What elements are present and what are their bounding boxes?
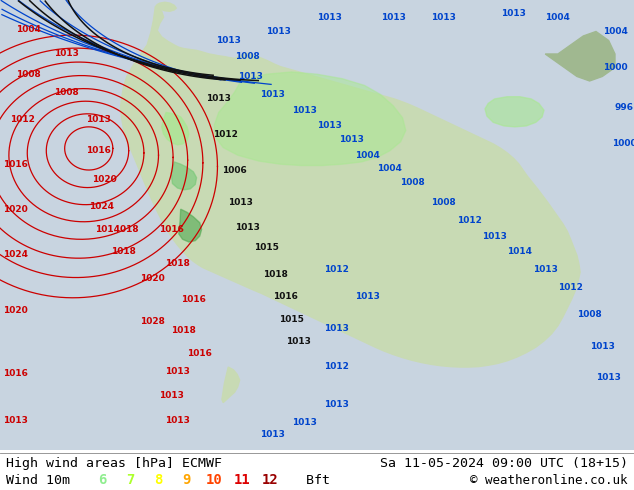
Text: 1020: 1020 [3,205,29,214]
Text: 8: 8 [154,473,163,487]
Polygon shape [179,209,202,242]
Text: 1018: 1018 [263,270,288,279]
Text: 1008: 1008 [16,70,41,79]
Text: 1013: 1013 [323,400,349,409]
Text: 1013: 1013 [590,342,615,351]
Text: 1013: 1013 [380,14,406,23]
Text: 1013: 1013 [54,49,79,58]
Text: 1028: 1028 [139,317,165,326]
Text: Wind 10m: Wind 10m [6,474,70,487]
Text: 1013: 1013 [355,293,380,301]
Text: 1018: 1018 [111,247,136,256]
Text: 1013: 1013 [533,266,558,274]
Text: 1013: 1013 [292,418,317,427]
Text: 1013: 1013 [317,14,342,23]
Text: 1013: 1013 [482,232,507,241]
Text: 1008: 1008 [431,198,456,207]
Text: 1018: 1018 [171,326,197,335]
Text: 1013: 1013 [339,135,365,144]
Text: 1012: 1012 [558,283,583,293]
Text: 1013: 1013 [3,416,29,425]
Text: 1012: 1012 [10,115,35,123]
Text: 1013: 1013 [165,367,190,376]
Text: 1013: 1013 [158,392,184,400]
Text: 1013: 1013 [285,337,311,346]
Text: © weatheronline.co.uk: © weatheronline.co.uk [470,474,628,487]
Text: 1013: 1013 [266,27,292,36]
Text: Sa 11-05-2024 09:00 UTC (18+15): Sa 11-05-2024 09:00 UTC (18+15) [380,457,628,470]
Text: 1000: 1000 [612,140,634,148]
Text: 1015: 1015 [254,243,279,252]
Text: 1004: 1004 [377,164,403,173]
Text: 1013: 1013 [216,36,241,45]
Text: 1006: 1006 [222,167,247,175]
Text: 1014018: 1014018 [96,225,139,234]
Text: 1016: 1016 [3,369,29,378]
Text: 1013: 1013 [292,106,317,115]
Polygon shape [120,7,580,367]
Text: 1013: 1013 [260,430,285,439]
Text: 1020: 1020 [139,274,165,283]
Text: 1013: 1013 [317,122,342,130]
Text: 1013: 1013 [260,90,285,99]
Text: 6: 6 [98,473,107,487]
Polygon shape [155,2,176,11]
Text: 10: 10 [206,473,223,487]
Text: 7: 7 [126,473,135,487]
Text: High wind areas [hPa] ECMWF: High wind areas [hPa] ECMWF [6,457,223,470]
Text: 1004: 1004 [602,27,628,36]
Text: 1013: 1013 [596,373,621,382]
Polygon shape [545,31,615,81]
Text: 1004: 1004 [355,151,380,160]
Text: 1012: 1012 [323,362,349,371]
Text: 1013: 1013 [165,416,190,425]
Text: 1012: 1012 [323,266,349,274]
Text: 1013: 1013 [206,95,231,103]
Text: 1008: 1008 [54,88,79,97]
Text: 1013: 1013 [86,115,111,123]
Text: 1016: 1016 [187,348,212,358]
Text: 9: 9 [182,473,191,487]
Text: 1020: 1020 [92,175,117,184]
Text: 1016: 1016 [3,160,29,169]
Text: 1004: 1004 [16,24,41,34]
Polygon shape [214,72,406,166]
Text: 1004: 1004 [545,14,571,23]
Text: 1018: 1018 [165,259,190,268]
Text: 1015: 1015 [279,315,304,324]
Text: 1012: 1012 [456,216,482,225]
Text: 1008: 1008 [399,178,425,187]
Text: 12: 12 [262,473,278,487]
Text: 1014: 1014 [507,247,533,256]
Text: 1008: 1008 [577,310,602,319]
Text: 1012: 1012 [212,130,238,140]
Text: 1013: 1013 [228,198,254,207]
Text: 1020: 1020 [3,306,29,315]
Polygon shape [222,367,240,403]
Polygon shape [485,97,544,127]
Text: 1000: 1000 [603,63,627,72]
Text: 1013: 1013 [235,222,260,232]
Text: 1016: 1016 [273,293,298,301]
Text: 1016: 1016 [86,146,111,155]
Text: 1024: 1024 [89,202,114,211]
Text: 1024: 1024 [3,249,29,259]
Text: 1013: 1013 [431,14,456,23]
Polygon shape [162,113,189,145]
Polygon shape [171,162,197,190]
Text: 1013: 1013 [323,324,349,333]
Text: 11: 11 [234,473,250,487]
Text: 1016: 1016 [158,225,184,234]
Text: 1008: 1008 [235,52,260,61]
Text: Bft: Bft [298,474,330,487]
Text: 1016: 1016 [181,294,206,304]
Text: 996: 996 [615,103,634,113]
Text: 1013: 1013 [501,9,526,18]
Text: 1013: 1013 [238,72,263,81]
